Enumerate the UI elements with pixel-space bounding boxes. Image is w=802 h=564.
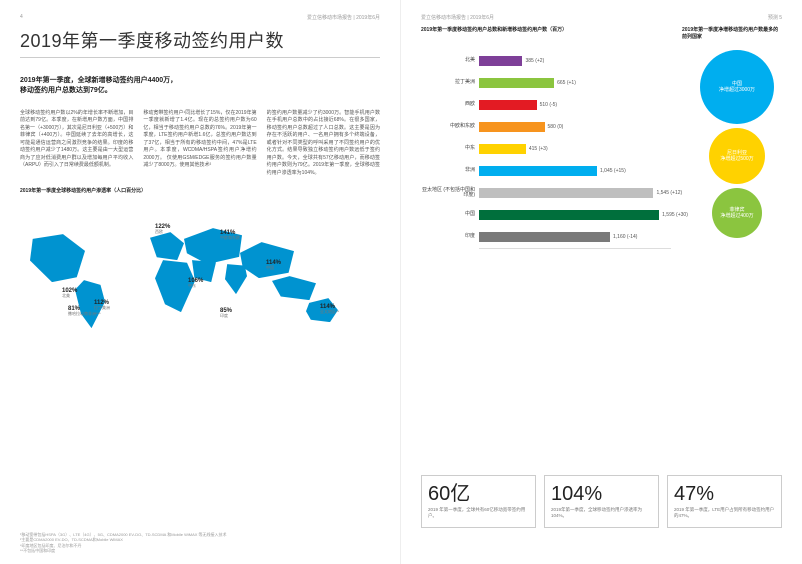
hbar-track: 1,545 (+12)	[479, 188, 671, 198]
hbar-track: 385 (+2)	[479, 56, 671, 66]
hbar-fill: 385 (+2)	[479, 56, 522, 66]
hbar-value: 385 (+2)	[525, 58, 544, 64]
hbar-fill: 415 (+3)	[479, 144, 526, 154]
header-right: 爱立信移动市场报告 | 2019年6月 预测 5	[421, 14, 782, 21]
hbar-row: 印度1,160 (-14)	[421, 226, 671, 248]
bubble-title: 2019年第一季度净增移动签约用户数最多的前列国家	[682, 27, 782, 40]
map-pct-label: 106%中东	[188, 278, 203, 288]
subtitle: 2019年第一季度，全球新增移动签约用户4400万， 移动签约用户总数达到79亿…	[20, 76, 380, 96]
hbar-label: 中东	[421, 146, 479, 152]
hbar-track: 415 (+3)	[479, 144, 671, 154]
bubble: 菲律宾净增超过400万	[712, 188, 762, 238]
hbar-label: 印度	[421, 234, 479, 240]
hbar-value: 510 (-5)	[540, 102, 558, 108]
hbar-row: 亚太地区 (不包括中国和印度)1,545 (+12)	[421, 182, 671, 204]
stat-box: 47% 2019 年第一季度，LTE用户占到所有移动签约用户的47%。	[667, 475, 782, 528]
hbar-label: 拉丁美洲	[421, 80, 479, 86]
hbar-row: 非洲1,045 (+15)	[421, 160, 671, 182]
hbar-value: 665 (+1)	[557, 80, 576, 86]
map-pct-label: 122%西欧	[155, 224, 170, 234]
doc-meta-right: 爱立信移动市场报告 | 2019年6月	[421, 14, 494, 21]
hbar-value: 580 (0)	[548, 124, 564, 130]
stat-big: 60亿	[428, 484, 529, 504]
hbar-label: 亚太地区 (不包括中国和印度)	[421, 188, 479, 199]
hbar-track: 665 (+1)	[479, 78, 671, 88]
page-title: 2019年第一季度移动签约用户数	[20, 27, 380, 53]
map-pct-label: 114%亚太地区**	[320, 304, 339, 314]
hbar-value: 1,160 (-14)	[613, 234, 637, 240]
hbar-label: 中国	[421, 212, 479, 218]
hbar-value: 415 (+3)	[529, 146, 548, 152]
map-region-na	[30, 234, 85, 282]
hbar-track: 1,045 (+15)	[479, 166, 671, 176]
hbar-value: 1,545 (+12)	[656, 190, 682, 196]
hbar-fill: 1,545 (+12)	[479, 188, 653, 198]
bubble-group: 中国净增超过3000万尼日利亚净增超过500万菲律宾净增超过400万	[692, 50, 782, 242]
hbar-row: 中东415 (+3)	[421, 138, 671, 160]
hbar-fill: 665 (+1)	[479, 78, 554, 88]
hbar-value: 1,595 (+30)	[662, 212, 688, 218]
stat-desc: 2019 年第一季度，LTE用户占到所有移动签约用户的47%。	[674, 507, 775, 519]
doc-meta-left: 爱立信移动市场报告 | 2019年6月	[307, 14, 380, 21]
hbar-row: 中欧和东欧580 (0)	[421, 116, 671, 138]
title-rule	[20, 57, 380, 58]
subtitle-line2: 移动签约用户总数达到79亿。	[20, 87, 112, 94]
spread: 4 爱立信移动市场报告 | 2019年6月 2019年第一季度移动签约用户数 2…	[0, 0, 802, 564]
stat-desc: 2019年第一季度，全球移动签约用户渗透率为104%。	[551, 507, 652, 519]
stat-box: 60亿 2019 年第一季度，全球共有60亿移动宽带签约用户。	[421, 475, 536, 528]
hbar-row: 西欧510 (-5)	[421, 94, 671, 116]
hbar-track: 1,595 (+30)	[479, 210, 671, 220]
chart-titles: 2019年第一季度移动签约用户总数和新增移动签约用户数（百万） 2019年第一季…	[421, 27, 782, 40]
hbar-fill: 1,045 (+15)	[479, 166, 597, 176]
footnote-4: **不包括中国和印度	[20, 548, 380, 554]
stat-boxes: 60亿 2019 年第一季度，全球共有60亿移动宽带签约用户。 104% 2019年第…	[421, 475, 782, 528]
map-pct-label: 102%北美	[62, 288, 77, 298]
page-number-right: 预测 5	[768, 14, 782, 21]
world-map: 102%北美112%拉丁美洲81%撒哈拉以南非洲***122%西欧141%中欧和…	[20, 198, 380, 333]
hbar-label: 非洲	[421, 168, 479, 174]
bubble: 中国净增超过3000万	[700, 50, 774, 124]
hbar-track: 510 (-5)	[479, 100, 671, 110]
bubble: 尼日利亚净增超过500万	[709, 128, 765, 184]
hbar-fill: 1,595 (+30)	[479, 210, 659, 220]
hbar-chart: 北美385 (+2)拉丁美洲665 (+1)西欧510 (-5)中欧和东欧580…	[421, 50, 671, 256]
stat-big: 104%	[551, 484, 652, 504]
header-left: 4 爱立信移动市场报告 | 2019年6月	[20, 14, 380, 21]
map-pct-label: 81%撒哈拉以南非洲***	[68, 306, 101, 316]
map-pct-label: 114%中国	[266, 260, 281, 270]
map-region-seasia	[272, 276, 316, 300]
hbar-fill: 510 (-5)	[479, 100, 537, 110]
page-left: 4 爱立信移动市场报告 | 2019年6月 2019年第一季度移动签约用户数 2…	[0, 0, 401, 564]
barchart-title: 2019年第一季度移动签约用户总数和新增移动签约用户数（百万）	[421, 27, 670, 40]
map-region-in	[225, 264, 247, 294]
hbar-row: 北美385 (+2)	[421, 50, 671, 72]
hbar-track: 1,160 (-14)	[479, 232, 671, 242]
body-col-1: 全球移动签约用户数以2%的年增长率不断增加，目前达到79亿。本季度，在新增用户数…	[20, 110, 133, 178]
page-right: 爱立信移动市场报告 | 2019年6月 预测 5 2019年第一季度移动签约用户…	[401, 0, 802, 564]
body-columns: 全球移动签约用户数以2%的年增长率不断增加，目前达到79亿。本季度，在新增用户数…	[20, 110, 380, 178]
hbar-label: 北美	[421, 58, 479, 64]
subtitle-line1: 2019年第一季度，全球新增移动签约用户4400万，	[20, 77, 177, 84]
hbar-row: 拉丁美洲665 (+1)	[421, 72, 671, 94]
footnotes: ¹移动宽带包括HSPA（3G）、LTE（4G）、5G、CDMA2000 EV-D…	[20, 532, 380, 554]
map-pct-label: 85%印度	[220, 308, 232, 318]
stat-box: 104% 2019年第一季度，全球移动签约用户渗透率为104%。	[544, 475, 659, 528]
hbar-value: 1,045 (+15)	[600, 168, 626, 174]
hbar-label: 中欧和东欧	[421, 124, 479, 130]
stat-big: 47%	[674, 484, 775, 504]
hbar-label: 西欧	[421, 102, 479, 108]
map-section-label: 2019年第一季度全球移动签约用户渗透率（人口百分比）	[20, 187, 380, 194]
body-col-2: 移动宽带签约用户¹同比增长了15%，仅在2019年第一季度就新增了1.4亿。现在…	[143, 110, 256, 178]
hbar-fill: 1,160 (-14)	[479, 232, 610, 242]
hbar-axis	[479, 248, 671, 256]
body-col-3: 的签约用户数量减少了约3000万。智能手机用户数在手机用户总数中的占比接近68%…	[267, 110, 380, 178]
map-region-eu	[150, 232, 184, 260]
hbar-row: 中国1,595 (+30)	[421, 204, 671, 226]
hbar-track: 580 (0)	[479, 122, 671, 132]
map-pct-label: 141%中欧和东欧	[220, 230, 240, 240]
hbar-fill: 580 (0)	[479, 122, 545, 132]
page-number-left: 4	[20, 14, 23, 21]
stat-desc: 2019 年第一季度，全球共有60亿移动宽带签约用户。	[428, 507, 529, 519]
